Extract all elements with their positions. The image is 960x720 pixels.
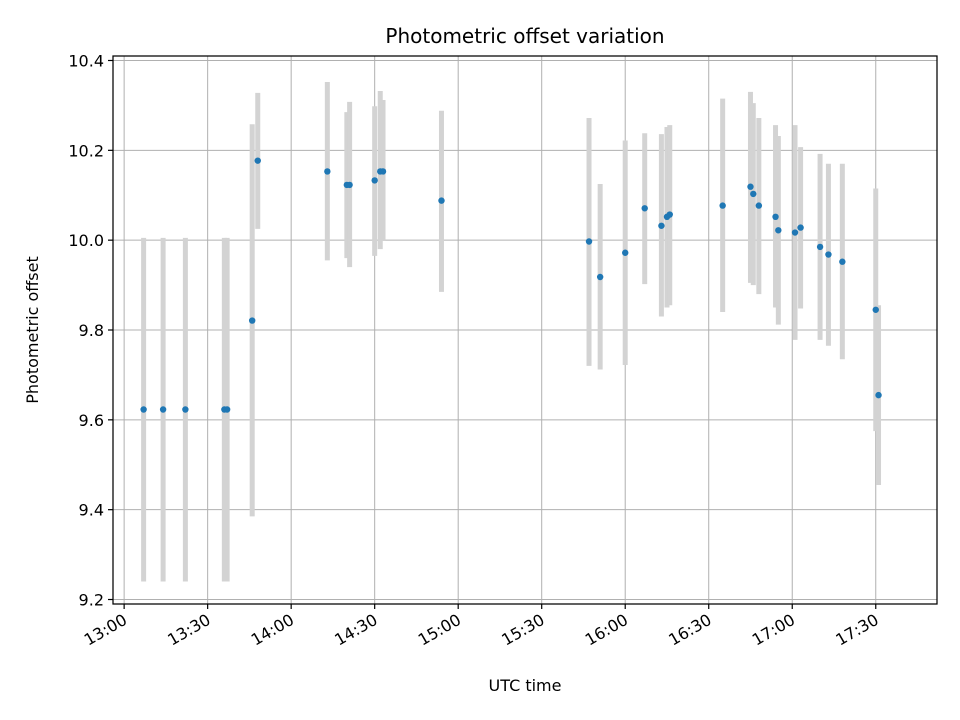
- chart-title: Photometric offset variation: [385, 24, 664, 48]
- x-axis-label: UTC time: [489, 676, 562, 695]
- data-point: [438, 197, 445, 204]
- y-axis-ticks: 9.2 9.4 9.6 9.8 10.0 10.2 10.4: [68, 51, 113, 610]
- y-tick-label: 10.4: [68, 51, 104, 70]
- data-point: [622, 249, 629, 256]
- data-point: [816, 243, 824, 251]
- data-point: [223, 406, 231, 413]
- data-point: [775, 227, 782, 234]
- data-point: [324, 168, 331, 175]
- y-tick-label: 9.4: [79, 501, 104, 520]
- y-tick-label: 9.2: [79, 591, 104, 610]
- data-point: [875, 391, 882, 399]
- data-point: [772, 213, 779, 221]
- data-point: [791, 229, 799, 236]
- data-point: [159, 406, 167, 413]
- data-point: [755, 202, 763, 209]
- data-point: [825, 251, 832, 258]
- y-tick-label: 10.2: [68, 141, 104, 160]
- data-point: [254, 157, 261, 164]
- data-point: [379, 168, 387, 175]
- data-point: [596, 273, 604, 281]
- data-point: [719, 202, 726, 209]
- y-axis-label: Photometric offset: [23, 256, 42, 404]
- data-point: [750, 190, 757, 198]
- data-point: [248, 317, 256, 324]
- data-point: [346, 181, 353, 189]
- data-point: [641, 205, 648, 212]
- data-point: [658, 222, 665, 229]
- y-tick-label: 10.0: [68, 231, 104, 250]
- data-point: [872, 306, 879, 313]
- data-point: [839, 258, 846, 265]
- y-tick-label: 9.6: [79, 411, 104, 430]
- data-point: [371, 177, 378, 184]
- data-point: [585, 238, 593, 245]
- data-point: [140, 406, 147, 413]
- y-tick-label: 9.8: [79, 321, 104, 340]
- data-point: [182, 406, 189, 413]
- data-points: [140, 157, 882, 413]
- data-point: [797, 224, 804, 231]
- data-point: [747, 183, 754, 190]
- data-point: [666, 211, 673, 218]
